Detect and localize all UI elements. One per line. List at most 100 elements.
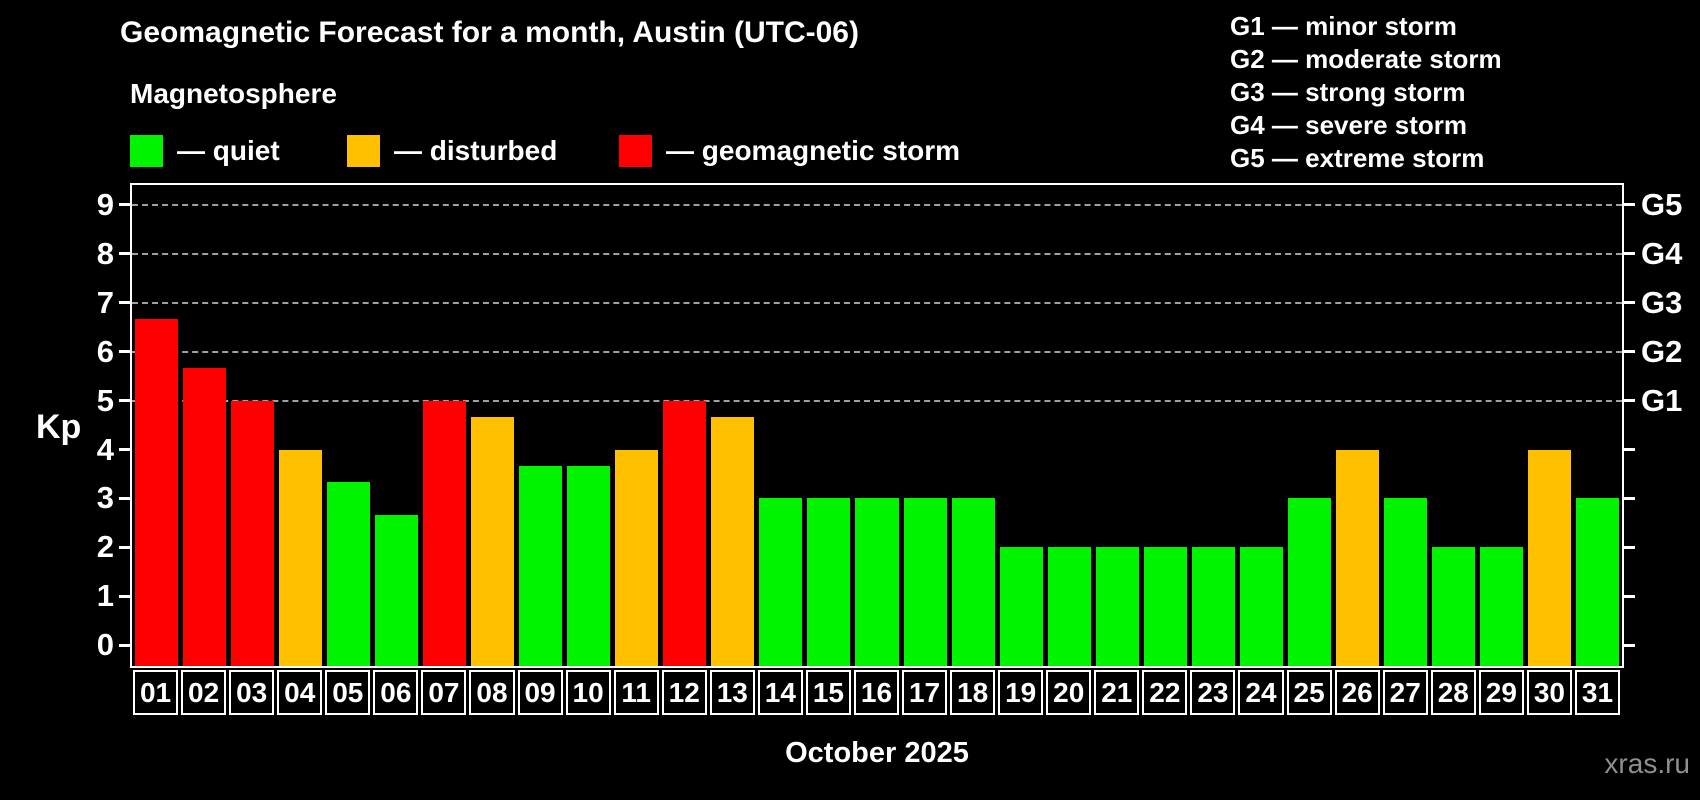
bar-day-19 <box>999 547 1043 666</box>
right-tick-kp7 <box>1624 301 1635 305</box>
day-label-10: 10 <box>565 670 611 715</box>
left-tick-kp9 <box>119 203 130 207</box>
left-tick-kp7 <box>119 301 130 305</box>
bar-day-23 <box>1191 547 1235 666</box>
bar-day-22 <box>1143 547 1187 666</box>
left-tick-kp0 <box>119 643 130 647</box>
bar-day-03 <box>230 400 274 666</box>
chart-title: Geomagnetic Forecast for a month, Austin… <box>120 16 859 49</box>
day-label-23: 23 <box>1190 670 1236 715</box>
day-label-09: 09 <box>517 670 563 715</box>
day-label-24: 24 <box>1238 670 1284 715</box>
gridline-kp8 <box>132 252 1622 255</box>
y-axis-tick-label-0: 0 <box>96 627 114 663</box>
right-tick-kp0 <box>1624 643 1635 647</box>
right-tick-kp5 <box>1624 399 1635 403</box>
legend-item-quiet: — quiet <box>130 135 280 167</box>
g-legend-line-g5: G5 — extreme storm <box>1230 143 1485 173</box>
right-axis-label-g2: G2 <box>1641 333 1683 369</box>
day-label-12: 12 <box>661 670 707 715</box>
day-label-02: 02 <box>181 670 227 715</box>
bar-day-09 <box>519 465 563 666</box>
bar-day-24 <box>1239 547 1284 666</box>
bar-day-14 <box>759 498 803 666</box>
day-label-19: 19 <box>998 670 1044 715</box>
y-axis-tick-label-6: 6 <box>96 333 114 369</box>
legend-label-quiet: — quiet <box>177 135 280 166</box>
day-label-26: 26 <box>1334 670 1380 715</box>
bar-day-16 <box>855 498 899 666</box>
right-axis-label-g5: G5 <box>1641 186 1683 222</box>
day-label-03: 03 <box>229 670 275 715</box>
bar-day-28 <box>1432 547 1476 666</box>
gridline-kp9 <box>132 203 1622 206</box>
bar-day-12 <box>663 400 707 666</box>
right-axis-label-g3: G3 <box>1641 284 1683 320</box>
right-tick-kp1 <box>1624 594 1635 598</box>
legend-swatch-storm <box>619 135 652 167</box>
day-label-21: 21 <box>1094 670 1140 715</box>
right-tick-kp9 <box>1624 203 1635 207</box>
bar-day-20 <box>1047 547 1091 666</box>
left-tick-kp6 <box>119 350 130 354</box>
legend-label-storm: — geomagnetic storm <box>666 135 961 166</box>
bar-day-13 <box>711 416 755 666</box>
right-axis-label-g1: G1 <box>1641 382 1683 418</box>
bar-day-27 <box>1384 498 1428 666</box>
bar-day-31 <box>1576 498 1620 666</box>
day-label-17: 17 <box>902 670 948 715</box>
y-axis-tick-label-5: 5 <box>96 382 114 418</box>
day-label-18: 18 <box>950 670 996 715</box>
day-label-25: 25 <box>1286 670 1332 715</box>
bar-day-29 <box>1480 547 1524 666</box>
day-label-06: 06 <box>373 670 419 715</box>
right-tick-kp6 <box>1624 350 1635 354</box>
day-label-08: 08 <box>469 670 515 715</box>
legend-item-storm: — geomagnetic storm <box>619 135 960 167</box>
legend-swatch-disturbed <box>347 135 380 167</box>
y-axis-tick-label-4: 4 <box>96 431 114 467</box>
bar-day-06 <box>374 514 418 666</box>
gridline-kp6 <box>132 350 1622 353</box>
day-label-30: 30 <box>1526 670 1572 715</box>
bar-day-15 <box>807 498 851 666</box>
gridline-kp5 <box>132 399 1622 402</box>
bar-day-04 <box>278 449 322 666</box>
right-tick-kp8 <box>1624 252 1635 256</box>
left-tick-kp4 <box>119 448 130 451</box>
x-axis-label: October 2025 <box>785 737 969 769</box>
day-label-16: 16 <box>853 670 900 715</box>
day-label-15: 15 <box>805 670 851 715</box>
day-label-31: 31 <box>1574 670 1620 715</box>
y-axis-tick-label-2: 2 <box>96 529 114 565</box>
day-label-29: 29 <box>1478 670 1524 715</box>
day-label-07: 07 <box>421 670 467 715</box>
bar-day-02 <box>182 367 226 666</box>
y-axis-tick-label-7: 7 <box>96 284 114 320</box>
right-tick-kp3 <box>1624 496 1635 500</box>
bar-day-01 <box>134 318 178 666</box>
y-axis-tick-label-1: 1 <box>96 578 114 614</box>
right-tick-kp2 <box>1624 545 1635 549</box>
g-legend-line-g2: G2 — moderate storm <box>1230 44 1502 74</box>
bar-day-25 <box>1288 498 1332 666</box>
legend-swatch-quiet <box>130 135 163 167</box>
day-label-13: 13 <box>709 670 755 715</box>
g-scale-legend: G1 — minor storm G2 — moderate storm G3 — … <box>1230 10 1502 175</box>
left-tick-kp2 <box>119 545 130 549</box>
legend-label-disturbed: — disturbed <box>394 135 558 166</box>
day-label-20: 20 <box>1046 670 1092 715</box>
gridline-kp7 <box>132 301 1622 304</box>
legend-item-disturbed: — disturbed <box>347 135 557 167</box>
bar-day-30 <box>1528 449 1572 666</box>
day-label-04: 04 <box>277 670 323 715</box>
left-tick-kp1 <box>119 594 130 598</box>
right-axis-label-g4: G4 <box>1641 235 1683 271</box>
status-legend: — quiet — disturbed — geomagnetic storm <box>0 135 1700 167</box>
right-tick-kp4 <box>1624 448 1635 451</box>
g-legend-line-g4: G4 — severe storm <box>1230 110 1468 140</box>
day-label-05: 05 <box>325 670 371 715</box>
bar-day-26 <box>1336 449 1380 666</box>
bar-day-17 <box>903 498 947 666</box>
